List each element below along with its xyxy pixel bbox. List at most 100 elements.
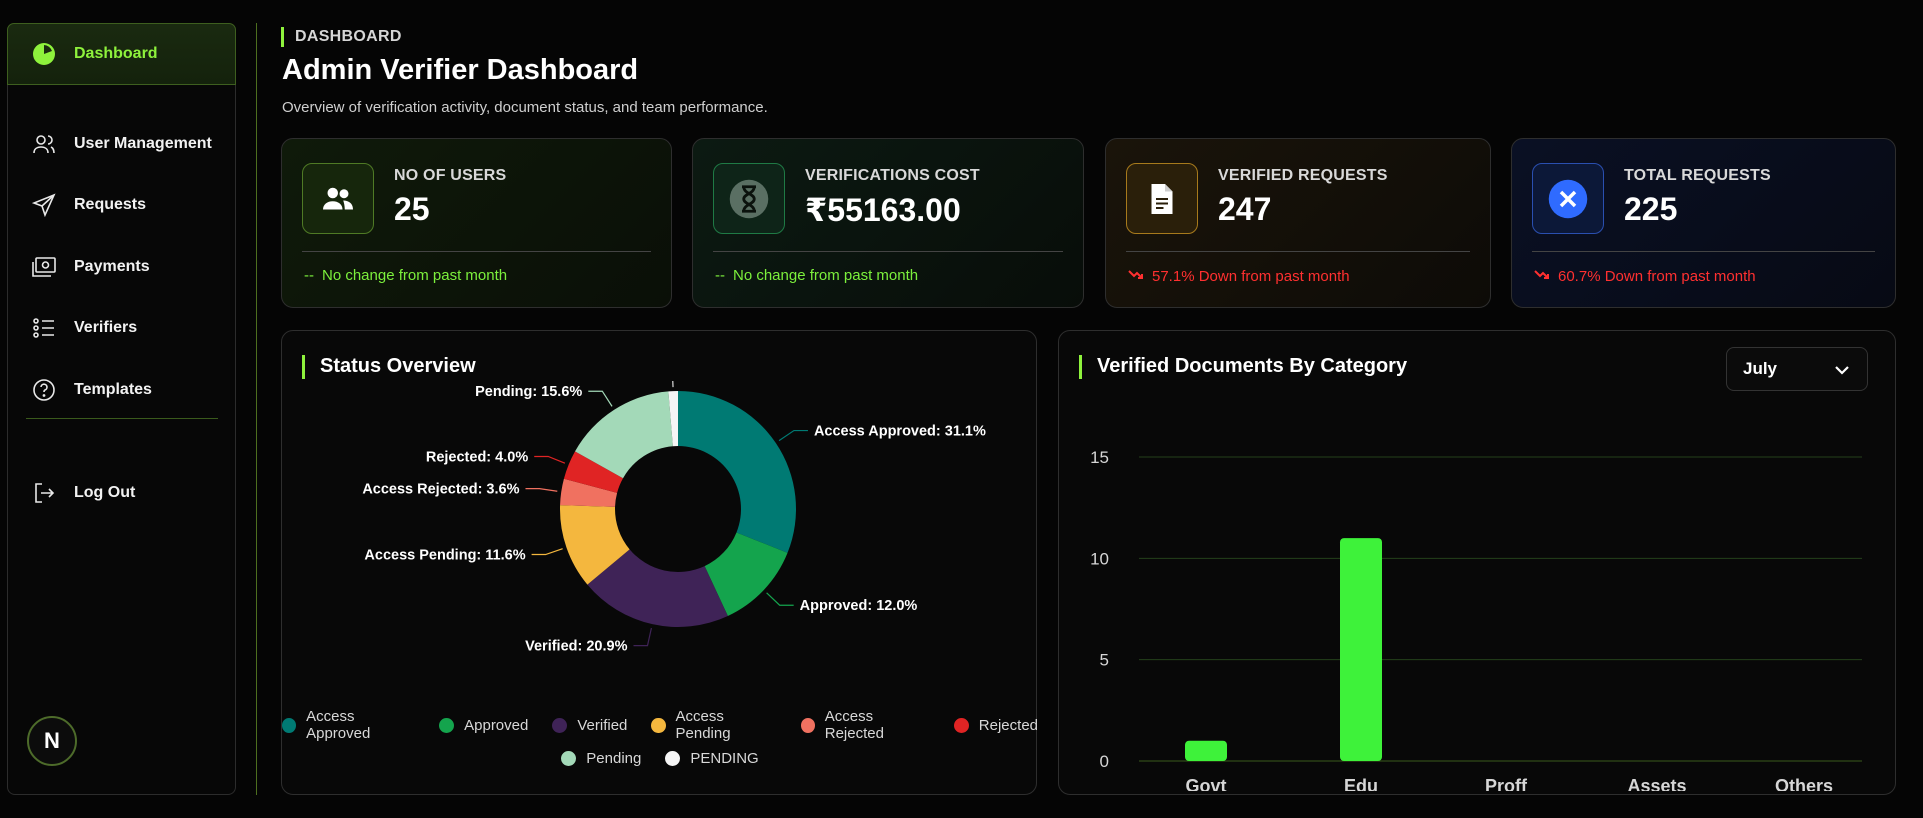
page-title: Admin Verifier Dashboard [282,54,639,86]
pie-slice[interactable] [678,391,796,553]
pie-slice[interactable] [587,549,728,627]
legend-item[interactable]: Verified [552,708,627,742]
pie-data-label: Access Approved: 31.1% [814,424,986,440]
sidebar-item-dashboard[interactable]: Dashboard [7,23,236,85]
sidebar-item-label: Verifiers [74,319,138,336]
stat-trend-text: No change from past month [322,267,508,284]
bar[interactable] [1185,740,1227,761]
panel-accent [1079,355,1082,379]
payment-icon [30,253,58,281]
close-circle-icon [1532,163,1604,234]
sidebar-divider [26,418,218,419]
trend-down-icon [1128,267,1144,285]
legend-item[interactable]: Approved [439,708,528,742]
legend-swatch [665,751,681,766]
sidebar-item-label: Templates [74,381,152,398]
pie-leader-line [534,455,566,464]
x-tick-label: Proff [1485,776,1528,791]
sidebar: Dashboard User Management Requests Payme… [7,23,236,795]
y-tick-label: 15 [1090,448,1109,467]
hourglass-icon [713,163,785,234]
legend-label: Access Rejected [824,708,884,742]
stat-trend-text: No change from past month [733,267,919,284]
pie-leader-line [778,429,808,442]
stat-label: VERIFICATIONS COST [805,167,980,184]
legend-swatch [953,717,969,733]
pie-data-label: Verified: 20.9% [525,639,627,655]
sidebar-item-verifiers[interactable]: Verifiers [8,297,235,359]
stat-card-users: NO OF USERS 25 -- No change from past mo… [281,138,672,308]
sidebar-item-payments[interactable]: Payments [8,236,235,298]
legend-label: Approved [464,716,529,734]
trend-neutral-icon: -- [715,267,725,284]
donut-chart: Access Approved: 31.1% Approved: 12.0% Ver… [362,381,986,655]
stat-trend: -- No change from past month [715,267,918,284]
pie-leader-line [633,627,652,647]
sidebar-item-requests[interactable]: Requests [8,174,235,236]
stat-label: VERIFIED REQUESTS [1218,167,1388,184]
pie-leader-line [588,390,613,407]
users-icon [302,163,374,234]
sidebar-item-label: Requests [74,196,147,213]
stat-trend: 60.7% Down from past month [1534,267,1756,285]
legend-item[interactable]: Access Approved [282,708,415,742]
pie-slice[interactable] [668,391,678,447]
pie-slice[interactable] [563,451,624,493]
avatar[interactable]: N [27,716,77,766]
sidebar-item-templates[interactable]: Templates [8,359,235,421]
category-panel: Verified Documents By Category July 0 5 10… [1058,330,1896,795]
legend-label: Rejected [978,716,1038,734]
legend-label: Verified [577,716,628,734]
pie-slice[interactable] [704,532,788,616]
page-subtitle: Overview of verification activity, docum… [282,99,768,116]
stat-value: 25 [394,191,430,227]
trend-neutral-icon: -- [304,267,314,284]
legend-item[interactable]: Access Rejected [800,708,930,742]
legend-row: Pending PENDING [282,750,1038,767]
y-tick-label: 10 [1090,549,1109,568]
pie-leader-line [531,548,563,556]
y-tick-label: 5 [1100,651,1109,670]
logout-button[interactable]: Log Out [8,462,235,524]
legend-label: Access Approved [306,708,371,742]
pie-chart-icon [30,40,58,68]
breadcrumb: DASHBOARD [295,28,402,45]
month-select[interactable]: July [1726,347,1868,391]
pie-leader-line [766,592,794,606]
pie-leader-line [525,488,558,492]
x-tick-label: Others [1775,776,1833,791]
document-icon [1126,163,1198,234]
legend-swatch [439,717,455,733]
pie-slice[interactable] [560,478,618,507]
stat-trend-text: 60.7% Down from past month [1558,267,1756,285]
stat-card-total-requests: TOTAL REQUESTS 225 60.7% Down from past … [1511,138,1896,308]
legend-item[interactable]: PENDING [665,750,759,767]
sidebar-item-user-management[interactable]: User Management [8,113,235,175]
legend-item[interactable]: Pending [561,750,641,767]
users-icon [30,130,58,158]
stat-trend: -- No change from past month [304,267,507,284]
stat-trend: 57.1% Down from past month [1128,267,1350,285]
stat-value: ₹55163.00 [805,192,961,228]
pie-data-label: Approved: 12.0% [800,598,918,614]
bar-chart: 0 5 10 15 Govt Edu Proff Assets Others [1090,448,1862,791]
help-circle-icon [30,376,58,404]
trend-down-icon [1534,267,1550,285]
card-divider [302,251,651,252]
pie-slice[interactable] [560,505,630,585]
sidebar-item-label: Payments [74,258,150,275]
legend-row: Access Approved Approved Verified Access Pe… [282,708,1038,742]
logout-icon [30,479,58,507]
y-tick-label: 0 [1100,752,1109,771]
month-select-value: July [1743,359,1778,378]
legend-item[interactable]: Access Pending [651,708,776,742]
stat-label: TOTAL REQUESTS [1624,167,1771,184]
x-tick-label: Govt [1185,776,1226,791]
sidebar-separator [256,23,257,795]
pie-slice[interactable] [575,391,673,479]
stat-trend-text: 57.1% Down from past month [1152,267,1350,285]
legend-item[interactable]: Rejected [953,708,1038,742]
bar[interactable] [1340,538,1382,761]
card-divider [1532,251,1875,252]
status-overview-panel: Status Overview Access Approved: 31.1% Ap… [281,330,1038,795]
